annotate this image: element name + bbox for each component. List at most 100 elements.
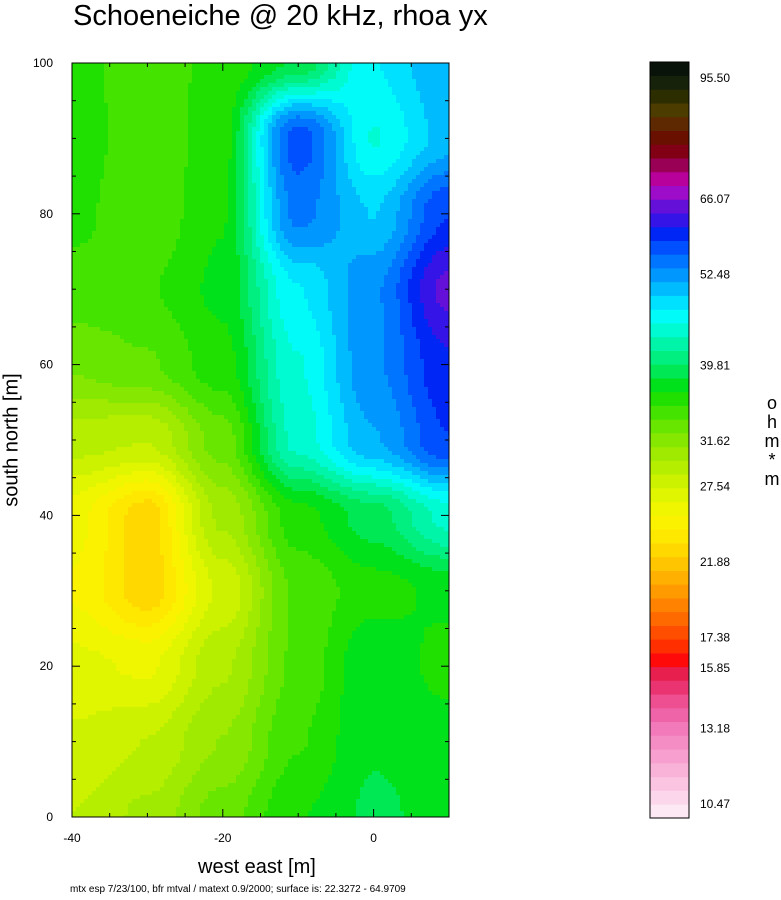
contour-cell <box>132 139 137 144</box>
contour-cell <box>152 139 157 144</box>
contour-cell <box>228 171 233 176</box>
contour-cell <box>436 235 441 240</box>
contour-cell <box>296 247 301 252</box>
contour-cell <box>96 251 101 256</box>
contour-cell <box>348 99 353 104</box>
contour-cell <box>412 235 417 240</box>
contour-cell <box>160 155 165 160</box>
contour-cell <box>84 127 89 132</box>
contour-cell <box>364 219 369 224</box>
contour-cell <box>192 235 197 240</box>
contour-cell <box>296 87 301 92</box>
contour-cell <box>300 259 305 264</box>
contour-cell <box>256 103 261 108</box>
contour-cell <box>124 103 129 108</box>
contour-cell <box>212 195 217 200</box>
contour-cell <box>428 259 433 264</box>
contour-cell <box>376 67 381 72</box>
contour-cell <box>112 235 117 240</box>
contour-cell <box>412 115 417 120</box>
contour-cell <box>172 123 177 128</box>
contour-cell <box>276 255 281 260</box>
contour-cell <box>100 231 105 236</box>
contour-cell <box>324 191 329 196</box>
contour-cell <box>352 95 357 100</box>
contour-cell <box>88 207 93 212</box>
contour-cell <box>236 247 241 252</box>
contour-cell <box>216 195 221 200</box>
contour-cell <box>252 139 257 144</box>
contour-cell <box>176 203 181 208</box>
contour-cell <box>368 183 373 188</box>
contour-cell <box>140 135 145 140</box>
contour-cell <box>332 231 337 236</box>
contour-cell <box>208 91 213 96</box>
contour-cell <box>280 151 285 156</box>
contour-cell <box>76 167 81 172</box>
contour-cell <box>180 195 185 200</box>
contour-cell <box>272 167 277 172</box>
contour-cell <box>244 191 249 196</box>
contour-cell <box>284 207 289 212</box>
contour-cell <box>436 179 441 184</box>
contour-cell <box>332 127 337 132</box>
contour-cell <box>316 135 321 140</box>
contour-cell <box>128 211 133 216</box>
contour-cell <box>80 215 85 220</box>
contour-cell <box>184 135 189 140</box>
contour-cell <box>156 75 161 80</box>
contour-cell <box>328 83 333 88</box>
contour-cell <box>248 91 253 96</box>
contour-cell <box>168 79 173 84</box>
contour-cell <box>332 255 337 260</box>
contour-cell <box>320 219 325 224</box>
contour-cell <box>224 219 229 224</box>
contour-cell <box>168 71 173 76</box>
contour-cell <box>192 123 197 128</box>
contour-cell <box>256 243 261 248</box>
contour-cell <box>336 235 341 240</box>
contour-cell <box>424 63 429 68</box>
contour-cell <box>436 163 441 168</box>
contour-cell <box>104 223 109 228</box>
contour-cell <box>188 127 193 132</box>
contour-cell <box>124 119 129 124</box>
contour-cell <box>428 99 433 104</box>
contour-cell <box>336 167 341 172</box>
contour-cell <box>404 183 409 188</box>
contour-cell <box>324 207 329 212</box>
contour-cell <box>300 99 305 104</box>
contour-cell <box>224 255 229 260</box>
contour-cell <box>180 83 185 88</box>
contour-cell <box>304 243 309 248</box>
contour-cell <box>148 199 153 204</box>
contour-cell <box>304 131 309 136</box>
contour-cell <box>200 167 205 172</box>
contour-cell <box>396 247 401 252</box>
contour-cell <box>192 211 197 216</box>
contour-cell <box>160 267 165 272</box>
contour-cell <box>168 83 173 88</box>
contour-cell <box>304 191 309 196</box>
contour-cell <box>400 139 405 144</box>
contour-cell <box>148 215 153 220</box>
contour-cell <box>396 135 401 140</box>
contour-cell <box>244 247 249 252</box>
contour-cell <box>232 259 237 264</box>
contour-cell <box>164 95 169 100</box>
contour-cell <box>404 267 409 272</box>
contour-cell <box>280 231 285 236</box>
contour-cell <box>184 239 189 244</box>
contour-cell <box>376 231 381 236</box>
contour-cell <box>136 103 141 108</box>
contour-cell <box>416 91 421 96</box>
contour-cell <box>120 179 125 184</box>
contour-cell <box>324 223 329 228</box>
contour-cell <box>324 175 329 180</box>
contour-cell <box>136 187 141 192</box>
contour-cell <box>416 227 421 232</box>
contour-cell <box>140 183 145 188</box>
contour-cell <box>260 247 265 252</box>
contour-cell <box>428 227 433 232</box>
contour-cell <box>424 123 429 128</box>
